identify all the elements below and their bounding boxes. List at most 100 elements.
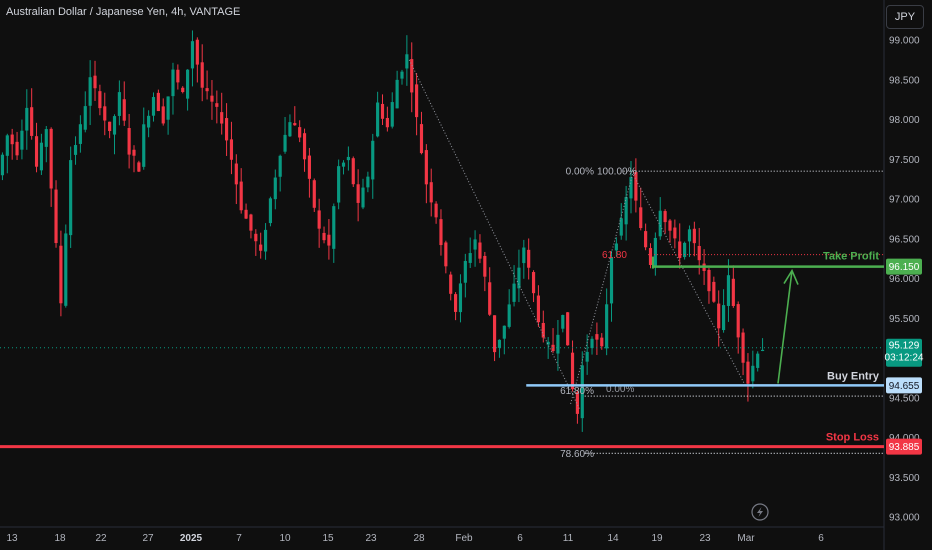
- candle-body: [746, 361, 750, 384]
- candle-body: [30, 107, 34, 136]
- candle-body: [619, 218, 623, 236]
- candle-body: [288, 122, 292, 137]
- currency-button[interactable]: JPY: [886, 5, 924, 29]
- time-axis[interactable]: 13 18 22 27 2025 7 10 15 23 28 Feb 6 11 14 19 23 Mar 6: [6, 533, 824, 544]
- candle-body: [307, 155, 311, 179]
- candle-body: [215, 103, 219, 107]
- candle-body: [444, 242, 448, 267]
- time-tick-label: Feb: [455, 533, 473, 544]
- price-tick-label: 95.500: [889, 314, 920, 325]
- candle-body: [44, 129, 48, 147]
- candle-body: [93, 75, 97, 89]
- candle-body: [595, 334, 599, 340]
- time-tick-label: 18: [54, 533, 66, 544]
- buy-entry-price-tag-bg: [886, 377, 922, 394]
- price-tick-label: 93.500: [889, 473, 920, 484]
- current-price-tag-bg: [886, 338, 922, 367]
- candle-body: [132, 149, 136, 156]
- candle-body: [449, 274, 453, 294]
- candle-body: [507, 304, 511, 327]
- candle-body: [458, 283, 463, 313]
- candle-body: [590, 338, 594, 349]
- fib-trendline: [408, 59, 581, 410]
- candle-body: [468, 253, 472, 263]
- candle-body: [731, 278, 735, 306]
- candle-body: [736, 304, 740, 338]
- candle-body: [205, 88, 209, 92]
- candle-body: [751, 365, 755, 382]
- candle-body: [634, 171, 638, 201]
- candle-body: [531, 272, 536, 294]
- candle-body: [317, 210, 321, 229]
- candle-body: [15, 141, 19, 156]
- target-arrow: [777, 270, 793, 384]
- candle-body: [546, 341, 550, 345]
- candle-body: [0, 154, 5, 176]
- time-tick-label: 27: [142, 533, 154, 544]
- candle-body: [439, 219, 443, 246]
- candle-body: [195, 39, 199, 65]
- candle-body: [327, 234, 331, 246]
- price-tick-label: 96.000: [889, 274, 920, 285]
- lightning-icon[interactable]: [751, 503, 769, 521]
- candle-body: [127, 128, 131, 155]
- price-tick-label: 97.000: [889, 195, 920, 206]
- candle-body: [551, 344, 555, 352]
- candle-body: [644, 231, 648, 248]
- candle-body: [346, 156, 350, 161]
- candle-body: [254, 233, 258, 242]
- candle-body: [415, 84, 419, 118]
- price-tick-label: 99.000: [889, 36, 920, 47]
- candle-body: [614, 243, 618, 251]
- candle-body: [249, 214, 253, 231]
- candle-body: [478, 242, 482, 259]
- price-tick-label: 94.000: [889, 433, 920, 444]
- candle-body: [176, 69, 180, 83]
- candle-body: [492, 315, 497, 353]
- candle-body: [488, 282, 492, 315]
- candle-body: [200, 62, 204, 88]
- candle-body: [332, 206, 336, 249]
- candle-body: [298, 127, 302, 138]
- time-tick-label: 6: [517, 533, 523, 544]
- fib-label: 61.80%: [560, 386, 594, 397]
- candle-body: [181, 87, 185, 93]
- candle-body: [273, 177, 277, 200]
- candle-body: [156, 92, 160, 112]
- candle-body: [171, 69, 175, 97]
- candle-body: [600, 337, 604, 347]
- candle-body: [585, 351, 589, 362]
- time-tick-label: 6: [818, 533, 824, 544]
- candle-body: [454, 294, 458, 312]
- candle-body: [88, 77, 92, 106]
- stop-loss-label: Stop Loss: [826, 432, 879, 444]
- candle-body: [385, 117, 389, 128]
- candle-body: [717, 303, 721, 329]
- candle-body: [575, 392, 579, 414]
- candle-body: [137, 162, 141, 172]
- time-tick-label: 23: [699, 533, 711, 544]
- take-profit-price-tag: 96.150: [889, 262, 920, 273]
- candle-body: [322, 232, 326, 241]
- target-arrow-head: [783, 268, 799, 285]
- candle-body: [259, 244, 263, 251]
- candle-body: [59, 245, 63, 304]
- time-tick-label: 14: [607, 533, 619, 544]
- time-tick-label: 22: [95, 533, 107, 544]
- candle-body: [663, 211, 667, 223]
- candle-body: [639, 207, 643, 229]
- chart-title: Australian Dollar / Japanese Yen, 4h, VA…: [6, 6, 241, 18]
- fib-label: 61.80: [602, 250, 627, 261]
- candle-body: [78, 124, 82, 144]
- candle-body: [142, 124, 146, 167]
- candle-body: [34, 136, 39, 167]
- candle-body: [103, 106, 107, 121]
- candle-body: [147, 115, 151, 128]
- candle-body: [117, 92, 121, 116]
- candle-body: [351, 158, 355, 185]
- candle-body: [5, 135, 9, 156]
- candle-body: [629, 177, 633, 199]
- time-tick-label: 15: [322, 533, 334, 544]
